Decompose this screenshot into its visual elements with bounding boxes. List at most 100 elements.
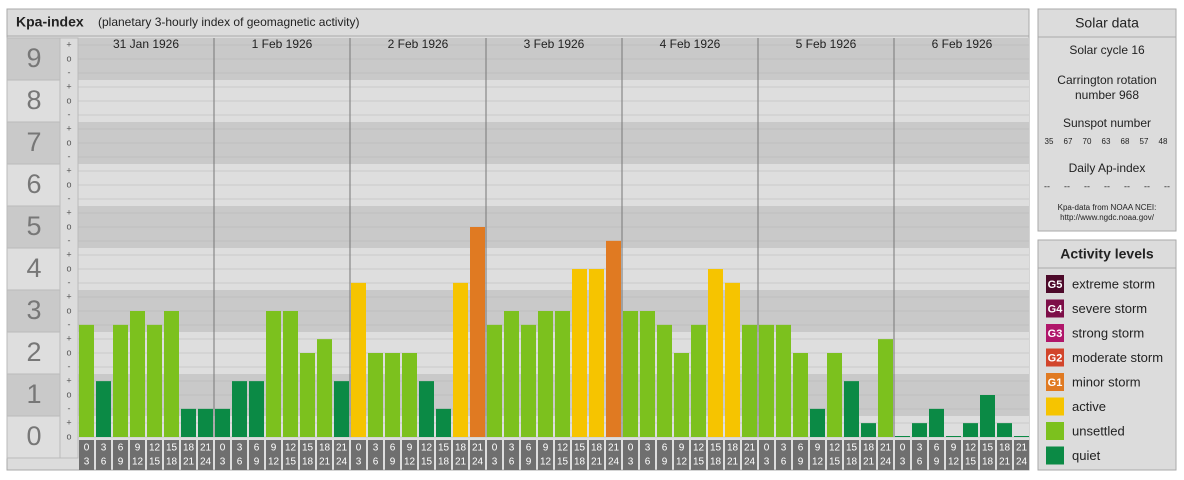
source: Kpa-data from NOAA NCEI:: [1058, 203, 1157, 212]
minor-tick-label: o: [66, 263, 71, 273]
hour-box: [130, 440, 145, 470]
minor-tick-label: o: [66, 53, 71, 63]
hour-label: 12: [948, 457, 960, 468]
hour-label: 9: [390, 457, 396, 468]
bar: [487, 324, 502, 437]
hour-label: 9: [798, 457, 804, 468]
minor-tick-label: +: [66, 81, 71, 91]
hour-label: 21: [727, 457, 739, 468]
y-tick-label: 5: [26, 211, 41, 241]
minor-tick-label: +: [66, 249, 71, 259]
sunspot-value: 70: [1083, 137, 1092, 146]
ap-value: --: [1124, 181, 1130, 191]
solar-title-bar: [1037, 8, 1177, 38]
hour-label: 15: [965, 457, 977, 468]
hour-box: [504, 440, 519, 470]
bar: [929, 408, 944, 437]
source: http://www.ngdc.noaa.gov/: [1060, 213, 1155, 222]
bar: [691, 324, 706, 437]
hour-box: [810, 440, 825, 470]
bar: [861, 423, 876, 437]
legend-title-bar: [1037, 239, 1177, 269]
hour-box: [742, 440, 757, 470]
hour-box: [436, 440, 451, 470]
y-cell: [6, 331, 61, 375]
hour-label: 18: [591, 443, 603, 454]
bar: [215, 408, 230, 437]
bar: [912, 423, 927, 437]
legend-badge: G5: [1048, 279, 1063, 291]
hour-label: 12: [421, 443, 433, 454]
hour-box: [708, 440, 723, 470]
hour-box: [215, 440, 230, 470]
minor-tick-label: o: [66, 431, 71, 441]
hour-box: [640, 440, 655, 470]
sunspot-value: 67: [1064, 137, 1073, 146]
bar: [895, 436, 910, 437]
hour-label: 21: [863, 457, 875, 468]
hour-label: 0: [764, 443, 770, 454]
hour-label: 18: [999, 443, 1011, 454]
bar: [164, 311, 179, 437]
hour-label: 6: [798, 443, 804, 454]
bar: [504, 311, 519, 437]
hour-label: 12: [693, 443, 705, 454]
hour-label: 18: [166, 457, 178, 468]
hour-box: [351, 440, 366, 470]
hour-label: 6: [781, 457, 787, 468]
hour-label: 3: [220, 457, 226, 468]
hour-label: 21: [1016, 443, 1028, 454]
ap-value: --: [1084, 181, 1090, 191]
hour-box: [79, 440, 94, 470]
hour-label: 12: [812, 457, 824, 468]
hour-box: [623, 440, 638, 470]
minor-tick-label: +: [66, 39, 71, 49]
hour-label: 24: [1016, 457, 1028, 468]
hour-label: 9: [662, 457, 668, 468]
hour-label: 6: [373, 457, 379, 468]
hour-label: 0: [628, 443, 634, 454]
hour-box: [385, 440, 400, 470]
y-cell: [6, 37, 61, 81]
bar: [963, 423, 978, 437]
hour-box: [368, 440, 383, 470]
hour-label: 0: [900, 443, 906, 454]
legend-label: moderate storm: [1072, 350, 1163, 365]
hour-label: 24: [336, 457, 348, 468]
legend-label: extreme storm: [1072, 276, 1155, 291]
sunspot-value: 48: [1159, 137, 1168, 146]
minor-tick-label: -: [68, 277, 71, 287]
hour-label: 6: [526, 443, 532, 454]
hour-label: 21: [591, 457, 603, 468]
bar: [793, 353, 808, 437]
hour-label: 18: [863, 443, 875, 454]
hour-label: 21: [336, 443, 348, 454]
hour-label: 12: [404, 457, 416, 468]
hour-label: 12: [149, 443, 161, 454]
hour-label: 9: [271, 443, 277, 454]
minor-tick-label: o: [66, 95, 71, 105]
legend-label: severe storm: [1072, 301, 1147, 316]
bar: [453, 282, 468, 437]
hour-box: [759, 440, 774, 470]
y-cell: [6, 205, 61, 249]
hour-label: 0: [220, 443, 226, 454]
hour-label: 6: [237, 457, 243, 468]
bar: [368, 353, 383, 437]
minor-tick-label: +: [66, 417, 71, 427]
ap-value: --: [1164, 181, 1170, 191]
bar: [844, 381, 859, 437]
minor-tick-label: o: [66, 179, 71, 189]
legend-swatch: [1046, 446, 1064, 465]
legend-swatch: [1046, 397, 1064, 416]
hour-label: 3: [900, 457, 906, 468]
hour-label: 9: [118, 457, 124, 468]
bar: [334, 381, 349, 437]
day-label: 31 Jan 1926: [113, 37, 179, 51]
hour-box: [844, 440, 859, 470]
hour-label: 12: [132, 457, 144, 468]
minor-tick-label: +: [66, 207, 71, 217]
y-cell: [6, 79, 61, 123]
legend-badge: G4: [1048, 303, 1064, 315]
hour-label: 21: [472, 443, 484, 454]
